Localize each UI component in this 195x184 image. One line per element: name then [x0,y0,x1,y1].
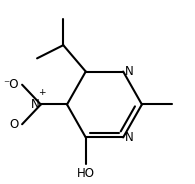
Text: HO: HO [77,167,95,180]
Text: N: N [125,131,134,144]
Text: +: + [38,89,45,98]
Text: O: O [9,118,18,131]
Text: ⁻O: ⁻O [3,78,18,91]
Text: N: N [125,65,134,78]
Text: N: N [31,98,40,111]
